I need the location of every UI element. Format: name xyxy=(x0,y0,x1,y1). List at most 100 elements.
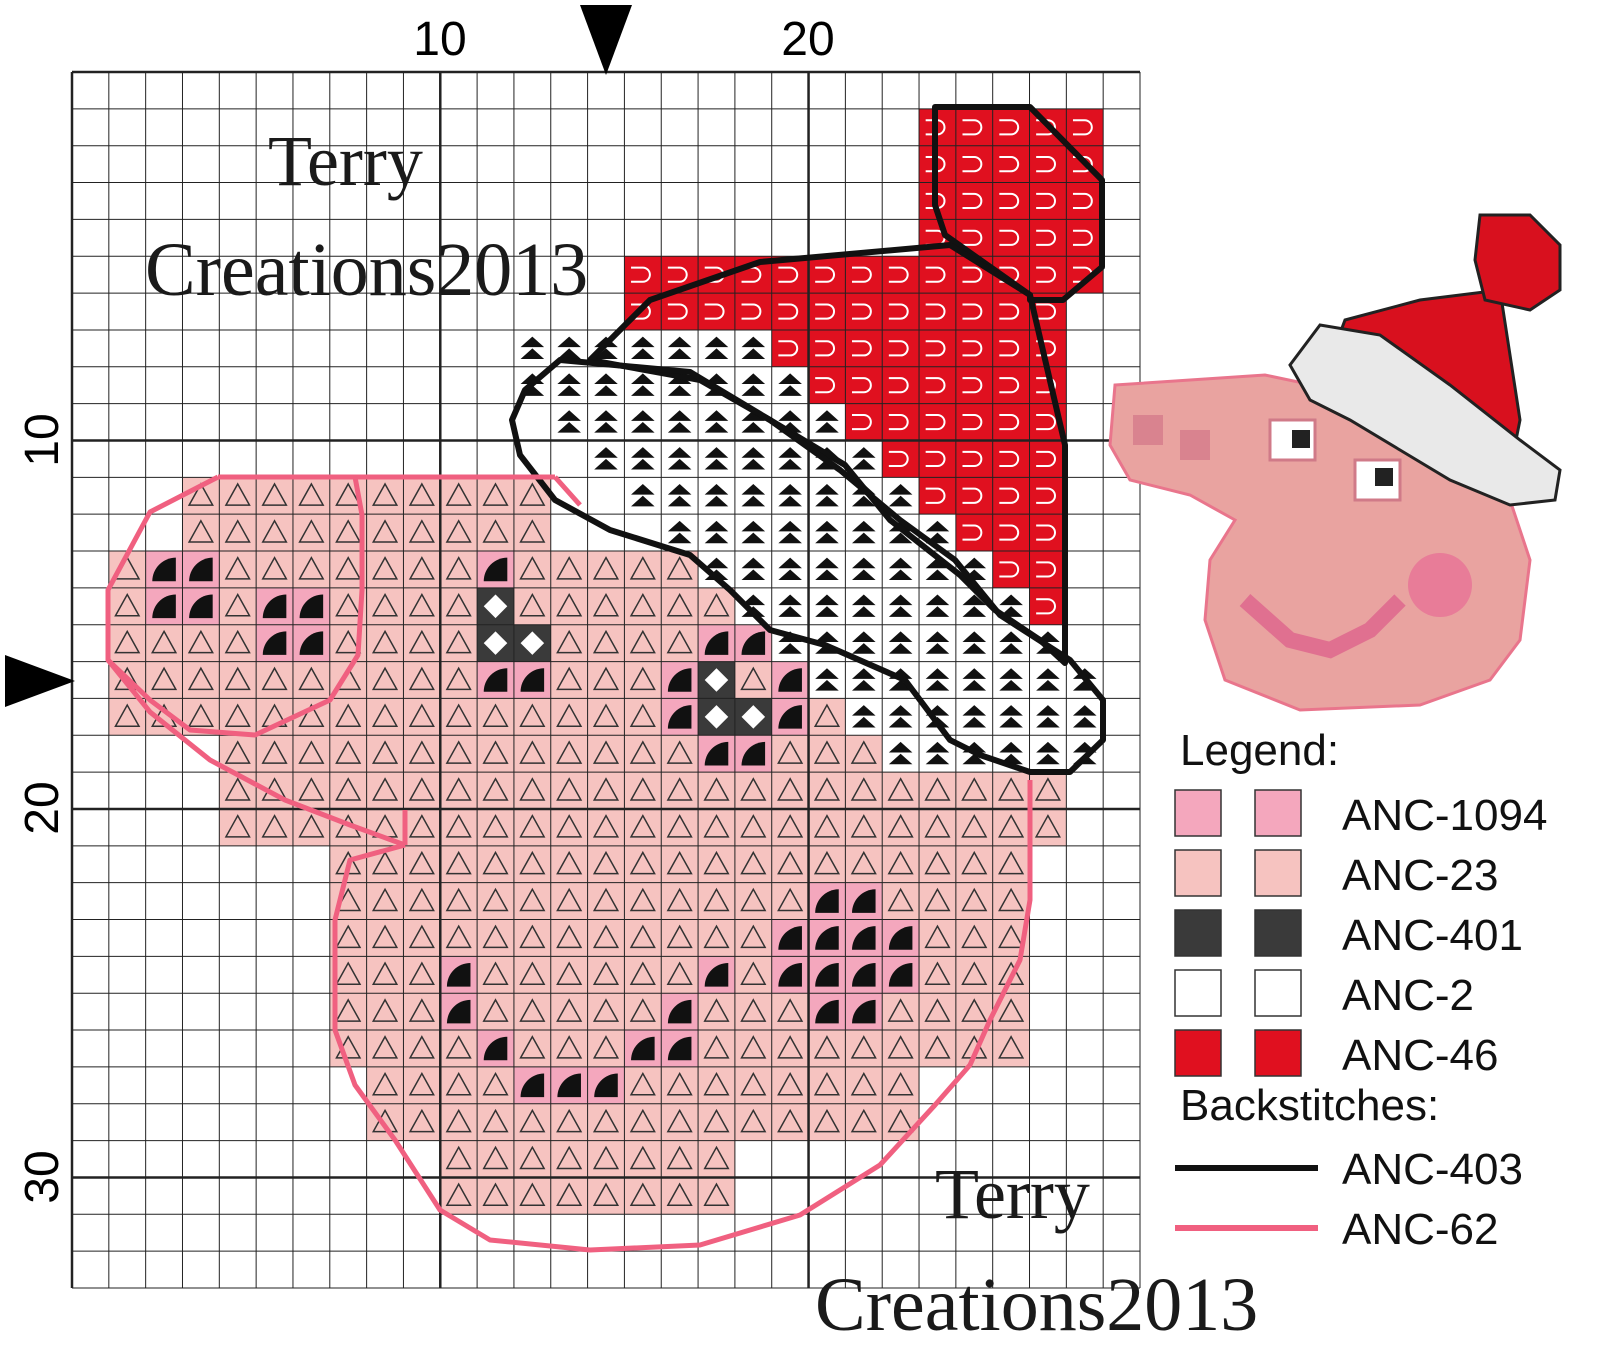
stitch-cell xyxy=(1029,182,1067,220)
triangle-symbol-icon xyxy=(151,666,178,691)
axis-left-label-20: 20 xyxy=(16,781,69,834)
triangle-symbol-icon xyxy=(408,1108,435,1133)
triangle-symbol-icon xyxy=(445,1182,472,1207)
quarter-arc-symbol-icon xyxy=(152,594,176,619)
stitch-cell xyxy=(882,735,920,773)
double-arrow-symbol-icon xyxy=(962,631,987,654)
triangle-symbol-icon xyxy=(703,1108,730,1133)
double-arrow-symbol-icon xyxy=(962,557,987,581)
watermark-top: Terry Creations2013 xyxy=(145,121,588,312)
triangle-symbol-icon xyxy=(371,924,399,949)
triangle-symbol-icon xyxy=(408,482,435,506)
triangle-symbol-icon xyxy=(556,998,583,1022)
triangle-symbol-icon xyxy=(556,740,583,764)
triangle-symbol-icon xyxy=(592,703,620,728)
triangle-symbol-icon xyxy=(482,1145,509,1170)
triangle-symbol-icon xyxy=(629,592,656,617)
triangle-symbol-icon xyxy=(445,740,472,764)
triangle-symbol-icon xyxy=(924,777,951,801)
stitch-cell xyxy=(1029,587,1067,625)
triangle-symbol-icon xyxy=(629,887,656,912)
triangle-symbol-icon xyxy=(445,1145,472,1170)
triangle-symbol-icon xyxy=(519,1035,546,1059)
d-hook-symbol-icon xyxy=(852,266,872,283)
preview-pompom xyxy=(1473,213,1562,312)
legend-code: ANC-46 xyxy=(1342,1031,1499,1080)
d-hook-symbol-icon xyxy=(962,487,983,504)
triangle-symbol-icon xyxy=(408,629,435,654)
triangle-symbol-icon xyxy=(482,703,509,728)
quarter-arc-symbol-icon xyxy=(704,631,729,655)
stitch-cell xyxy=(808,551,846,588)
triangle-symbol-icon xyxy=(850,1108,877,1133)
double-arrow-symbol-icon xyxy=(852,631,876,654)
d-hook-symbol-icon xyxy=(815,377,835,394)
quarter-arc-symbol-icon xyxy=(815,926,839,950)
quarter-arc-symbol-icon xyxy=(631,1036,655,1061)
stitch-cell xyxy=(992,293,1030,330)
triangle-symbol-swatch-icon xyxy=(1174,849,1222,897)
stitch-cell xyxy=(992,698,1030,736)
double-arrow-symbol-icon xyxy=(888,631,913,654)
triangle-symbol-icon xyxy=(519,998,546,1022)
triangle-symbol-icon xyxy=(961,814,988,838)
quarter-arc-symbol-icon xyxy=(189,594,213,619)
triangle-symbol-icon xyxy=(224,703,251,728)
double-arrow-symbol-icon xyxy=(888,741,913,765)
triangle-symbol-icon xyxy=(482,777,509,801)
stitch-symbols xyxy=(114,119,1097,1207)
stitch-cell xyxy=(845,366,883,404)
double-arrow-symbol-icon xyxy=(1072,705,1097,728)
d-hook-symbol-icon xyxy=(631,266,651,283)
double-arrow-symbol-icon xyxy=(741,594,766,617)
d-hook-symbol-icon xyxy=(925,303,946,320)
double-arrow-symbol-icon xyxy=(1072,741,1097,765)
triangle-symbol-icon xyxy=(224,666,251,691)
triangle-symbol-icon xyxy=(371,887,399,912)
d-hook-symbol-icon xyxy=(852,413,872,431)
color-swatch xyxy=(1254,789,1302,837)
face-outline xyxy=(106,475,1033,1253)
stitch-cell xyxy=(661,293,699,330)
triangle-symbol-icon xyxy=(777,777,804,801)
triangle-symbol-icon xyxy=(298,482,325,506)
double-arrow-symbol-icon xyxy=(704,483,729,507)
quarter-arc-symbol-icon xyxy=(189,557,213,582)
diamond-symbol-icon xyxy=(704,668,729,692)
double-arrow-symbol-icon xyxy=(704,520,729,544)
stitch-cell xyxy=(919,366,956,404)
stitch-cell xyxy=(919,256,956,294)
double-arrow-symbol-icon xyxy=(925,741,950,765)
triangle-symbol-icon xyxy=(261,666,288,691)
triangle-symbol-icon xyxy=(998,777,1025,801)
triangle-symbol-icon xyxy=(777,850,804,875)
triangle-symbol-icon xyxy=(445,887,472,912)
triangle-symbol-icon xyxy=(961,777,988,801)
triangle-symbol-icon xyxy=(666,1108,693,1133)
quarter-arc-symbol-icon xyxy=(667,705,692,729)
stitch-cell xyxy=(1066,182,1104,220)
triangle-symbol-icon xyxy=(408,519,435,543)
triangle-symbol-icon xyxy=(998,887,1025,912)
triangle-symbol-icon xyxy=(187,519,214,543)
double-arrow-symbol-icon xyxy=(1036,741,1060,765)
diamond-symbol-icon xyxy=(483,594,508,619)
triangle-symbol-icon xyxy=(408,703,435,728)
triangle-symbol-icon xyxy=(445,629,472,654)
double-arrow-symbol-icon xyxy=(925,631,950,654)
double-arrow-symbol-icon xyxy=(704,447,729,470)
triangle-symbol-icon xyxy=(887,887,914,912)
d-hook-symbol-icon xyxy=(667,266,688,283)
triangle-symbol-icon xyxy=(998,1035,1025,1059)
color-swatch xyxy=(1254,969,1302,1017)
d-hook-symbol-icon xyxy=(962,524,983,541)
d-hook-symbol-icon xyxy=(999,377,1020,394)
d-hook-symbol-icon xyxy=(962,377,983,394)
triangle-symbol-icon xyxy=(371,998,399,1022)
grid-lines xyxy=(70,70,1141,1289)
axis-left-label-30: 30 xyxy=(16,1150,69,1203)
legend-rows: ANC-1094 ANC-23 ANC-401 ANC-2 ANC-46 xyxy=(1174,789,1547,1080)
triangle-symbol-icon xyxy=(408,850,435,875)
triangle-symbol-icon xyxy=(629,924,656,949)
backstitch-black xyxy=(509,104,1106,775)
